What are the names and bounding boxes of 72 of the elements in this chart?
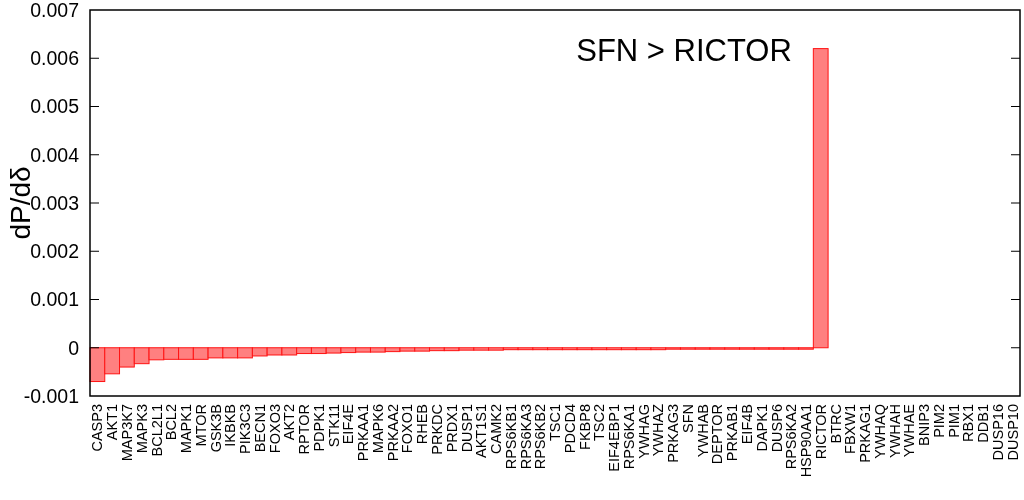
x-tick-label: RPS6KB2 [532,404,549,470]
x-tick-label: YWHAE [901,403,918,458]
x-tick-label: BECN1 [251,404,268,453]
y-tick-label: 0.004 [30,143,80,166]
x-tick-label: YWHAG [635,404,652,459]
x-tick-label: DDB1 [975,404,992,443]
x-tick-label: TSC1 [547,404,564,442]
x-tick-label: MAPK6 [369,404,386,454]
x-tick-label: DEPTOR [709,404,726,465]
y-tick-label: 0.002 [30,240,79,263]
x-tick-label: DAPK1 [753,404,770,452]
x-tick-label: DUSP16 [989,404,1006,461]
x-tick-label: MAP3K7 [118,404,135,462]
x-tick-label: PRKAG3 [665,404,682,463]
x-tick-label: EIF4EBP1 [606,404,623,472]
x-tick-label: MAPK1 [178,404,195,454]
x-tick-label: RBX1 [960,404,977,442]
x-tick-label: PRDX1 [443,404,460,453]
x-tick-label: BTRC [827,404,844,444]
x-tick-label: PIK3C3 [237,404,254,454]
x-tick-label: MTOR [192,404,209,447]
x-tick-label: GSK3B [207,404,224,453]
x-tick-label: PRKAG1 [857,404,874,463]
x-tick-label: STK11 [325,404,342,448]
x-tick-label: PRKAA2 [384,404,401,462]
x-tick-label: RICTOR [812,404,829,460]
x-tick-label: AKT2 [281,404,298,441]
x-tick-label: RPS6KB1 [502,404,519,470]
x-tick-label: BCL2 [163,404,180,441]
x-tick-label: TSC2 [591,404,608,442]
y-tick-label: 0.005 [30,95,80,118]
y-tick-label: 0.003 [30,191,79,214]
x-tick-label: RPS6KA3 [517,404,534,470]
x-tick-label: CAMK2 [488,404,505,454]
x-tick-label: CASP3 [89,404,106,452]
x-tick-label: PIM1 [945,404,962,438]
x-tick-label: PDPK1 [310,404,327,452]
x-tick-label: DUSP6 [768,404,785,453]
x-tick-label: YWHAB [694,404,711,458]
x-tick-label: FOXO1 [399,404,416,454]
x-tick-label: FKBP8 [576,404,593,450]
x-tick-label: EIF4B [738,404,755,445]
y-tick-label: 0.006 [30,47,79,70]
text: SFN > RICTOR [576,33,792,68]
x-tick-label: PDCD4 [561,404,578,454]
x-tick-label: YWHAQ [871,404,888,459]
x-tick-label: AKT1S1 [473,404,490,458]
x-tick-label: EIF4E [340,403,357,445]
y-tick-label: 0.001 [30,288,79,311]
x-tick-label: RPTOR [296,404,313,455]
y-tick-label: 0 [68,336,80,359]
x-tick-label: BNIP3 [916,404,933,446]
x-tick-label: SFN [679,404,696,433]
x-tick-label: FOXO3 [266,404,283,454]
x-tick-label: YWHAZ [650,403,667,457]
y-tick-label: -0.001 [23,384,79,407]
x-tick-label: PRKDC [428,404,445,455]
y-tick-label: 0.007 [30,0,79,21]
x-tick-label: DUSP10 [1004,404,1021,461]
x-tick-label: MAPK3 [133,404,150,454]
x-tick-label: PRKAB1 [724,404,741,462]
x-tick-label: PRKAA1 [355,404,372,462]
x-tick-label: PIM2 [930,404,947,438]
x-tick-label: FBXW1 [842,404,859,454]
x-tick-label: DUSP1 [458,404,475,453]
x-tick-label: AKT1 [104,404,121,441]
x-tick-label: HSP90AA1 [798,404,815,478]
x-tick-label: RPS6KA1 [620,404,637,470]
x-tick-label: RHEB [414,404,431,445]
x-tick-label: IKBKB [222,404,239,447]
x-tick-label: BCL2L1 [148,404,165,457]
x-tick-label: RPS6KA2 [783,404,800,470]
